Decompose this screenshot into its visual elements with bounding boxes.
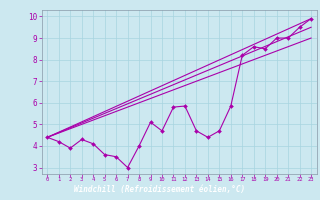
Text: Windchill (Refroidissement éolien,°C): Windchill (Refroidissement éolien,°C) — [75, 185, 245, 194]
